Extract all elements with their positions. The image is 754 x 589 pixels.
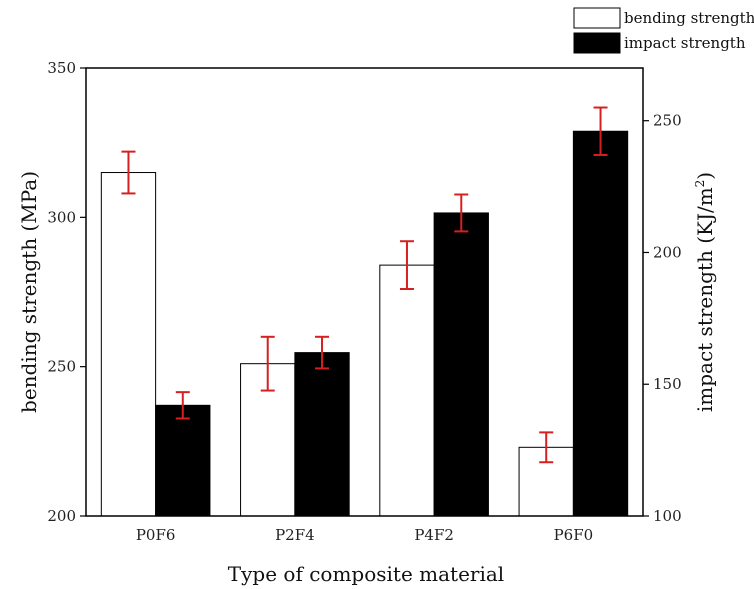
error-bar-impact-p0f6 bbox=[175, 391, 190, 420]
bar-impact-p0f6 bbox=[155, 404, 211, 517]
error-bar-impact-p4f2 bbox=[454, 193, 469, 233]
x-tick-label-p2f4: P2F4 bbox=[275, 526, 315, 544]
error-bar-impact-p2f4 bbox=[315, 335, 330, 370]
x-axis-title: Type of composite material bbox=[228, 562, 504, 586]
error-bar-bending-p6f0 bbox=[539, 431, 554, 464]
y-tick-label-200: 200 bbox=[47, 507, 76, 525]
error-bar-bending-p4f2 bbox=[399, 240, 414, 291]
error-bar-bending-p2f4 bbox=[260, 335, 275, 392]
y2-tick-label-250: 250 bbox=[653, 112, 682, 130]
bar-impact-p2f4 bbox=[294, 352, 350, 517]
y-tick-label-300: 300 bbox=[47, 208, 76, 226]
y2-axis-title-main: impact strength (KJ/m bbox=[693, 187, 717, 412]
x-tick-label-p0f6: P0F6 bbox=[136, 526, 176, 544]
y2-axis-title-sup: 2 bbox=[693, 180, 707, 188]
y2-tick-label-150: 150 bbox=[653, 375, 682, 393]
legend-swatch-impact bbox=[573, 32, 621, 54]
bar-bending-p4f2 bbox=[379, 264, 435, 517]
legend: bending strength impact strength bbox=[573, 7, 754, 54]
y2-axis-title: impact strength (KJ/m2) bbox=[693, 172, 717, 412]
plot-frame bbox=[85, 67, 644, 517]
y2-tick-label-200: 200 bbox=[653, 243, 682, 261]
error-bar-impact-p6f0 bbox=[593, 106, 608, 156]
x-tick-label-p4f2: P4F2 bbox=[414, 526, 454, 544]
legend-swatch-bending bbox=[573, 7, 621, 29]
bar-impact-p4f2 bbox=[433, 212, 489, 517]
error-bar-bending-p0f6 bbox=[121, 150, 136, 195]
x-tick-label-p6f0: P6F0 bbox=[554, 526, 594, 544]
legend-label-bending: bending strength bbox=[624, 9, 754, 27]
y-tick-label-350: 350 bbox=[47, 59, 76, 77]
y2-axis-title-close: ) bbox=[693, 172, 717, 180]
bar-impact-p6f0 bbox=[572, 130, 629, 517]
y-tick-label-250: 250 bbox=[47, 358, 76, 376]
bar-bending-p0f6 bbox=[100, 172, 157, 517]
y-axis-title: bending strength (MPa) bbox=[17, 171, 41, 413]
legend-label-impact: impact strength bbox=[624, 34, 746, 52]
y2-tick-label-100: 100 bbox=[653, 507, 682, 525]
